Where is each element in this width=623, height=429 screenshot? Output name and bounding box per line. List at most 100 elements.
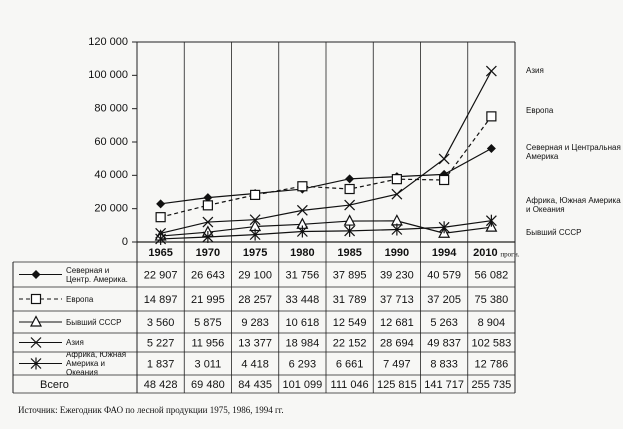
marker-square <box>439 174 450 186</box>
marker-x <box>202 216 214 228</box>
marker-asterisk <box>485 214 497 227</box>
series-line <box>160 220 492 237</box>
legend-label: Африка, Южная Америка и Океания <box>66 352 127 375</box>
year-label: 1990 <box>385 247 409 259</box>
y-tick-label: 80 000 <box>94 103 128 115</box>
end-label-box: Бывший СССР <box>526 227 582 237</box>
table-value: 102 583 <box>471 337 511 349</box>
table-value: 37 895 <box>333 269 367 281</box>
end-label-box: Африка, Южная Америка и Океания <box>526 196 621 214</box>
end-label: Бывший СССР <box>526 227 582 237</box>
series-line <box>160 148 492 205</box>
table-value: 13 377 <box>238 337 272 349</box>
marker-stroke <box>438 153 450 165</box>
y-tick-label: 40 000 <box>94 169 128 181</box>
marker-diamond <box>156 199 166 209</box>
marker-square <box>202 200 213 211</box>
series-line <box>160 220 492 240</box>
table-value: 14 897 <box>144 294 178 306</box>
table-value: 49 837 <box>427 337 461 349</box>
table-value: 10 618 <box>286 317 320 329</box>
marker-diamond <box>486 144 496 154</box>
table-value: 40 579 <box>427 269 461 281</box>
legend-marker <box>31 270 41 279</box>
marker-stroke <box>202 216 214 228</box>
table-value: 29 100 <box>238 269 272 281</box>
table-value: 6 661 <box>336 358 364 370</box>
table-value: 8 833 <box>430 358 458 370</box>
total-label: Всего <box>40 379 69 391</box>
table-value: 28 257 <box>238 294 272 306</box>
table-value: 7 497 <box>383 358 411 370</box>
year-label: 1970 <box>196 247 220 259</box>
legend-label-box: Африка, Южная Америка и Океания <box>66 352 127 375</box>
marker-triangle <box>343 214 356 226</box>
marker-asterisk <box>391 223 403 236</box>
table-value: 31 789 <box>333 294 367 306</box>
marker-asterisk <box>202 230 214 243</box>
legend-label-box: Северная и Центр. Америка. <box>66 266 128 284</box>
marker-square <box>155 212 166 223</box>
marker-asterisk <box>155 232 167 245</box>
table-value: 11 956 <box>191 337 224 349</box>
table-value: 12 786 <box>475 358 509 370</box>
table-value: 39 230 <box>380 269 414 281</box>
marker-x <box>249 214 261 226</box>
legend-label-box: Европа <box>66 295 93 304</box>
marker-diamond <box>203 193 213 203</box>
forecast-note: прогн. <box>500 251 519 259</box>
table-value: 255 735 <box>471 379 511 391</box>
marker-stroke <box>485 65 497 77</box>
legend-marker <box>30 293 42 305</box>
table-value: 5 875 <box>194 317 222 329</box>
marker-asterisk <box>249 228 261 241</box>
table-value: 69 480 <box>191 379 225 391</box>
table-value: 125 815 <box>377 379 417 391</box>
marker-asterisk <box>344 224 356 237</box>
end-label-box: Северная и Центральная Америка <box>526 143 621 161</box>
y-tick-label: 60 000 <box>94 136 128 148</box>
table-value: 5 227 <box>147 337 175 349</box>
table-value: 37 205 <box>427 294 461 306</box>
table-value: 12 549 <box>333 317 367 329</box>
y-tick-label: 120 000 <box>88 36 128 48</box>
table-value: 3 011 <box>195 358 222 370</box>
table-value: 101 099 <box>282 379 322 391</box>
marker-stroke <box>296 204 308 216</box>
table-value: 12 681 <box>380 317 414 329</box>
end-label: Африка, Южная Америка и Океания <box>526 196 621 214</box>
marker-x <box>344 199 356 211</box>
table-value: 28 694 <box>380 337 414 349</box>
marker-asterisk <box>438 221 450 234</box>
legend-label-box: Бывший СССР <box>66 317 122 327</box>
table-value: 26 643 <box>191 269 225 281</box>
marker-stroke <box>391 188 403 200</box>
table-value: 6 293 <box>289 358 317 370</box>
table-value: 48 428 <box>144 379 178 391</box>
series-line <box>160 116 492 218</box>
marker-x <box>438 153 450 165</box>
table-value: 33 448 <box>286 294 320 306</box>
table-value: 31 756 <box>286 269 320 281</box>
table-value: 141 717 <box>424 379 464 391</box>
legend-label: Азия <box>66 338 84 347</box>
legend-label-box: Азия <box>66 338 84 347</box>
table-value: 4 418 <box>241 358 269 370</box>
legend-label: Бывший СССР <box>66 317 122 327</box>
marker-stroke <box>344 199 356 211</box>
marker-square <box>486 111 497 122</box>
table-value: 84 435 <box>238 379 272 391</box>
marker-triangle <box>390 214 403 226</box>
end-label: Азия <box>526 65 544 75</box>
legend-marker <box>30 337 42 348</box>
y-tick-label: 20 000 <box>94 203 128 215</box>
y-tick-label: 100 000 <box>88 69 128 81</box>
table-value: 56 082 <box>475 269 509 281</box>
marker-stroke <box>249 214 261 226</box>
marker-x <box>391 188 403 200</box>
table-value: 9 283 <box>241 317 269 329</box>
table-value: 18 984 <box>286 337 320 349</box>
year-label: 1975 <box>243 247 267 259</box>
marker-x <box>296 204 308 216</box>
